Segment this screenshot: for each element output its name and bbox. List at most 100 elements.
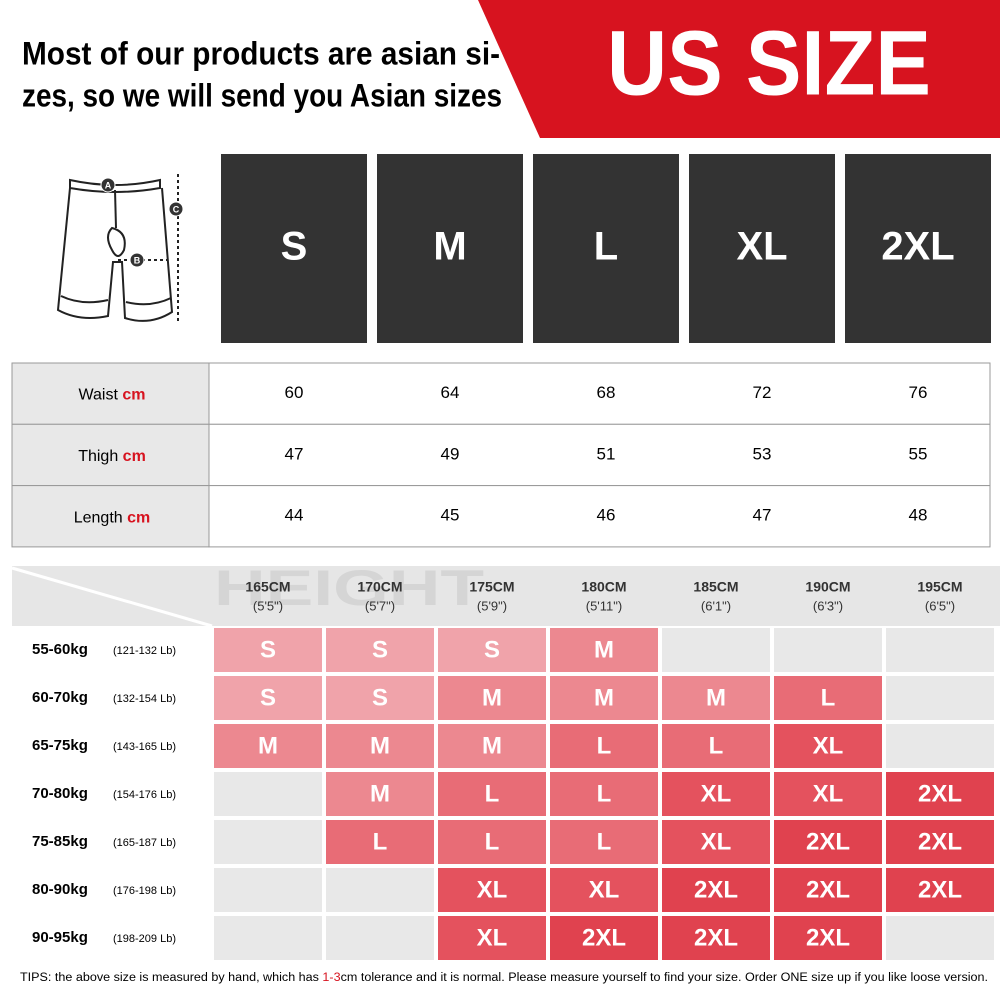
height-cm: 185CM [693, 579, 738, 595]
weight-kg: 75-85kg [32, 833, 88, 850]
label-cell [11, 362, 210, 425]
weight-kg: 55-60kg [32, 641, 88, 658]
size-cell [326, 868, 434, 912]
size-cell [774, 628, 882, 672]
measurement-value: 55 [909, 444, 928, 463]
measurement-value: 76 [909, 383, 928, 402]
size-box [221, 154, 367, 343]
size-cell-label: L [821, 684, 836, 711]
size-cell [662, 916, 770, 960]
measurement-value: 46 [597, 506, 616, 525]
size-cell [662, 676, 770, 720]
size-cell-label: XL [813, 780, 844, 807]
size-cell-label: S [372, 684, 388, 711]
size-cell [438, 628, 546, 672]
weight-lb: (121-132 Lb) [113, 645, 176, 657]
value-row [208, 362, 991, 425]
size-cell-label: 2XL [582, 924, 626, 951]
size-cell-label: XL [701, 828, 732, 855]
weight-kg: 80-90kg [32, 881, 88, 898]
weight-kg: 90-95kg [32, 929, 88, 946]
red-banner [478, 0, 1000, 138]
height-ft: (6'1") [701, 598, 731, 613]
weight-lb: (132-154 Lb) [113, 693, 176, 705]
tips-text: cm tolerance and it is normal. Please me… [341, 972, 988, 984]
size-cell [214, 676, 322, 720]
measurement-value: 47 [753, 506, 772, 525]
height-cm: 170CM [357, 579, 402, 595]
size-cell [438, 724, 546, 768]
height-ft: (5'11") [586, 598, 622, 613]
size-cell [662, 820, 770, 864]
size-box [845, 154, 991, 343]
size-cell [774, 676, 882, 720]
label-letter: A [105, 180, 112, 190]
size-cell-label: M [370, 732, 390, 759]
label-badge [129, 252, 145, 268]
measurement-value: 64 [441, 383, 460, 402]
tips: TIPS: the above size is measured by hand… [20, 972, 988, 984]
size-cell-label: XL [477, 876, 508, 903]
size-cell [438, 676, 546, 720]
size-cell [774, 868, 882, 912]
size-cell [214, 868, 322, 912]
size-cell-label: L [485, 828, 500, 855]
size-cell [662, 868, 770, 912]
size-cell [774, 772, 882, 816]
row-label: Thigh cm [78, 448, 146, 465]
size-cell [550, 628, 658, 672]
size-cell [886, 628, 994, 672]
size-cell [886, 772, 994, 816]
size-cell-label: 2XL [806, 876, 850, 903]
size-cell [550, 868, 658, 912]
size-cell-label: 2XL [918, 876, 962, 903]
size-cell [326, 628, 434, 672]
measurement-value: 49 [441, 444, 460, 463]
size-cell [214, 628, 322, 672]
size-cell [326, 676, 434, 720]
value-row [208, 423, 991, 487]
size-box [533, 154, 679, 343]
size-cell-label: 2XL [806, 828, 850, 855]
size-cell [326, 916, 434, 960]
shorts-illustration [56, 174, 179, 324]
size-cell-label: XL [477, 924, 508, 951]
label-letter: B [134, 255, 141, 265]
weight-lb: (165-187 Lb) [113, 837, 176, 849]
size-cell [438, 772, 546, 816]
measurement-value: 68 [597, 383, 616, 402]
measurement-value: 48 [909, 506, 928, 525]
measurement-value: 53 [753, 444, 772, 463]
size-cell [326, 724, 434, 768]
label-badge [168, 201, 184, 217]
weight-kg: 60-70kg [32, 689, 88, 706]
size-cell [886, 724, 994, 768]
size-cell [550, 772, 658, 816]
size-cell [214, 724, 322, 768]
size-cell [886, 820, 994, 864]
size-cell-label: XL [813, 732, 844, 759]
size-cell [438, 820, 546, 864]
height-ft: (6'3") [813, 598, 843, 613]
size-cell-label: 2XL [694, 924, 738, 951]
size-cell-label: S [260, 636, 276, 663]
weight-kg: 65-75kg [32, 737, 88, 754]
measurement-value: 45 [441, 506, 460, 525]
label-letter: C [173, 204, 180, 214]
size-cell-label: S [484, 636, 500, 663]
size-box [689, 154, 835, 343]
tips-highlight: 1-3 [322, 972, 340, 984]
size-label: S [281, 225, 308, 269]
row-unit: cm [127, 509, 150, 526]
size-cell-label: M [594, 636, 614, 663]
row-label-text: Length [74, 509, 123, 526]
size-cell-label: 2XL [918, 780, 962, 807]
size-cell-label: M [258, 732, 278, 759]
size-cell-label: XL [701, 780, 732, 807]
measurement-value: 51 [597, 444, 616, 463]
size-cell [326, 820, 434, 864]
size-cell [886, 916, 994, 960]
measurement-value: 47 [285, 444, 304, 463]
